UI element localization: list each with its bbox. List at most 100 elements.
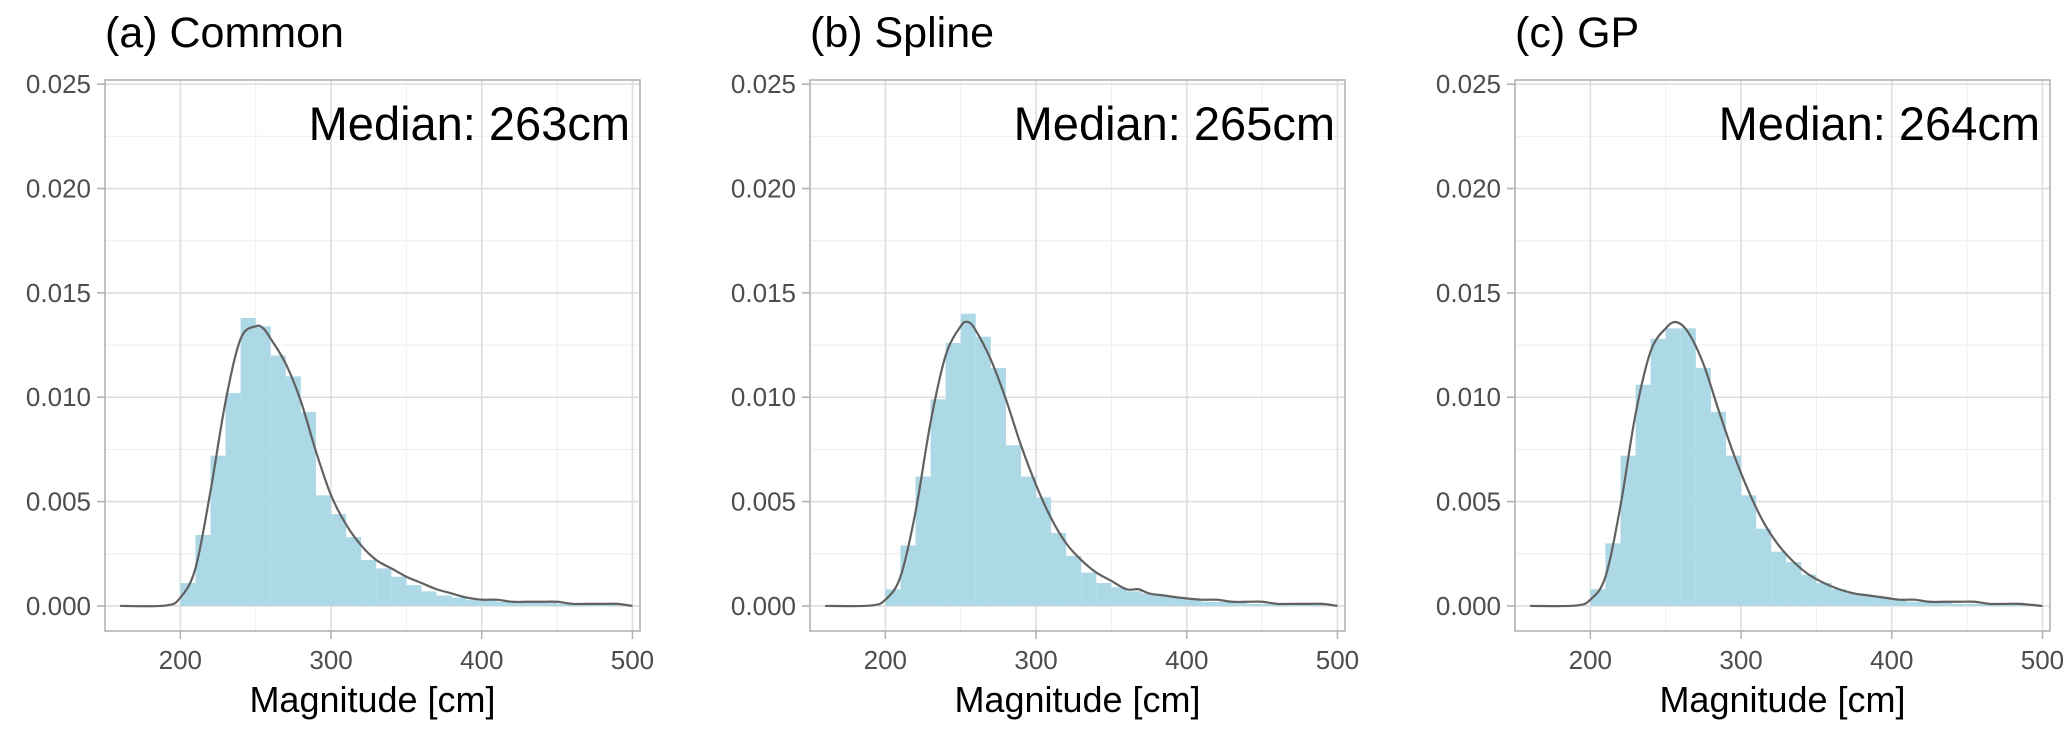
histogram-bar [960, 313, 976, 606]
histogram-bar [1247, 603, 1263, 606]
histogram-bar [1171, 597, 1187, 606]
y-tick-label: 0.020 [1436, 174, 1501, 204]
histogram-bar [1861, 595, 1877, 606]
histogram-bar [915, 476, 931, 606]
histogram-bar [270, 355, 286, 606]
histogram-bar [1771, 551, 1787, 606]
histogram-bar [195, 534, 211, 606]
histogram-bar [300, 411, 316, 606]
histogram-bar [285, 376, 301, 606]
histogram-bar [315, 495, 332, 606]
histogram-bar [1967, 603, 1983, 606]
histogram-bar [1952, 603, 1968, 606]
histogram-bar [466, 599, 482, 606]
chart-panel-2: (b) Spline 0.000 0.005 0.010 0.015 0.020 0.025… [731, 9, 1359, 720]
chart-panel-1: (a) Common 0.000 0.005 0.010 0.015 0.020 0.025… [26, 9, 654, 720]
y-tick-label: 0.000 [731, 591, 796, 621]
histogram-bar [1921, 601, 1937, 606]
histogram-bar [1156, 595, 1172, 606]
histogram-bar [1111, 587, 1127, 606]
x-tick-label: 300 [1719, 645, 1762, 675]
histogram-bar [602, 603, 618, 606]
panel-frame [1514, 79, 2051, 632]
y-tick-label: 0.010 [731, 382, 796, 412]
histogram-bar [1665, 328, 1681, 606]
histogram-bar [900, 545, 916, 606]
x-tick-label: 300 [1014, 645, 1057, 675]
histogram-bar [1126, 591, 1142, 606]
median-annotation: Median: 264cm [1719, 97, 2040, 150]
x-axis-title: Magnitude [cm] [1659, 679, 1905, 720]
histogram-bar [1081, 572, 1097, 606]
x-tick-label: 200 [864, 645, 907, 675]
histogram-bar [1801, 574, 1817, 606]
panel-title: (b) Spline [810, 9, 994, 57]
y-tick-label: 0.015 [1436, 278, 1501, 308]
histogram-bar [975, 336, 991, 606]
histogram-bar [346, 537, 362, 606]
histogram-bar [1307, 603, 1323, 606]
histogram-bar [255, 326, 271, 606]
histogram-bar [406, 585, 422, 606]
histogram-bar [1936, 601, 1953, 606]
histogram-bar [496, 601, 512, 606]
histogram-bar [1816, 583, 1832, 606]
histogram-bar [1831, 589, 1847, 606]
histogram-bar [1710, 411, 1726, 606]
y-tick-label: 0.000 [26, 591, 91, 621]
histogram-bar [1786, 562, 1802, 606]
y-tick-label: 0.005 [1436, 487, 1501, 517]
histogram-bar [1066, 555, 1082, 606]
y-tick-label: 0.020 [731, 174, 796, 204]
x-tick-label: 300 [309, 645, 352, 675]
y-tick-label: 0.000 [1436, 591, 1501, 621]
histogram-bar [1756, 528, 1772, 606]
histogram-bar [331, 514, 347, 606]
density-curve [825, 320, 1338, 608]
histogram-bar [526, 601, 543, 606]
median-annotation: Median: 265cm [1014, 97, 1335, 150]
histogram-bar [1620, 455, 1636, 606]
histogram-bar [885, 589, 901, 606]
y-tick-label: 0.010 [1436, 382, 1501, 412]
median-annotation: Median: 263cm [309, 97, 630, 150]
x-tick-label: 400 [1870, 645, 1913, 675]
histogram-bar [1846, 593, 1862, 606]
panel-frame [104, 79, 641, 632]
panel-frame [809, 79, 1346, 632]
density-curve [120, 324, 633, 608]
histogram-bar [1036, 497, 1052, 606]
histogram-bar [1891, 599, 1907, 606]
histogram-bar [481, 599, 497, 606]
y-tick-label: 0.005 [731, 487, 796, 517]
histogram-bar [542, 601, 558, 606]
histogram-bar [1231, 601, 1248, 606]
histogram-bar [1590, 589, 1606, 606]
histogram-bar [1906, 601, 1922, 606]
y-tick-label: 0.015 [731, 278, 796, 308]
y-tick-label: 0.025 [26, 69, 91, 99]
histogram-bar [945, 342, 961, 606]
density-curve [1530, 320, 2043, 608]
y-tick-label: 0.010 [26, 382, 91, 412]
histogram-bar [451, 597, 467, 606]
histogram-bar [1725, 455, 1742, 606]
panel-title: (c) GP [1515, 9, 1639, 57]
y-tick-label: 0.020 [26, 174, 91, 204]
histogram-bar [1096, 583, 1112, 606]
histogram-bar [421, 591, 437, 606]
histogram-bar [1650, 338, 1666, 606]
x-tick-label: 200 [1569, 645, 1612, 675]
histogram-bar [391, 576, 407, 606]
histogram-bar [1201, 601, 1217, 606]
histogram-bar [1216, 601, 1232, 606]
histogram-bar [1680, 328, 1696, 606]
x-tick-label: 500 [1316, 645, 1359, 675]
histogram-bar [557, 603, 573, 606]
histogram-bar [240, 317, 256, 606]
x-tick-label: 500 [2021, 645, 2064, 675]
x-tick-label: 200 [159, 645, 202, 675]
histogram-bar [930, 399, 946, 606]
histogram-bar [511, 601, 527, 606]
